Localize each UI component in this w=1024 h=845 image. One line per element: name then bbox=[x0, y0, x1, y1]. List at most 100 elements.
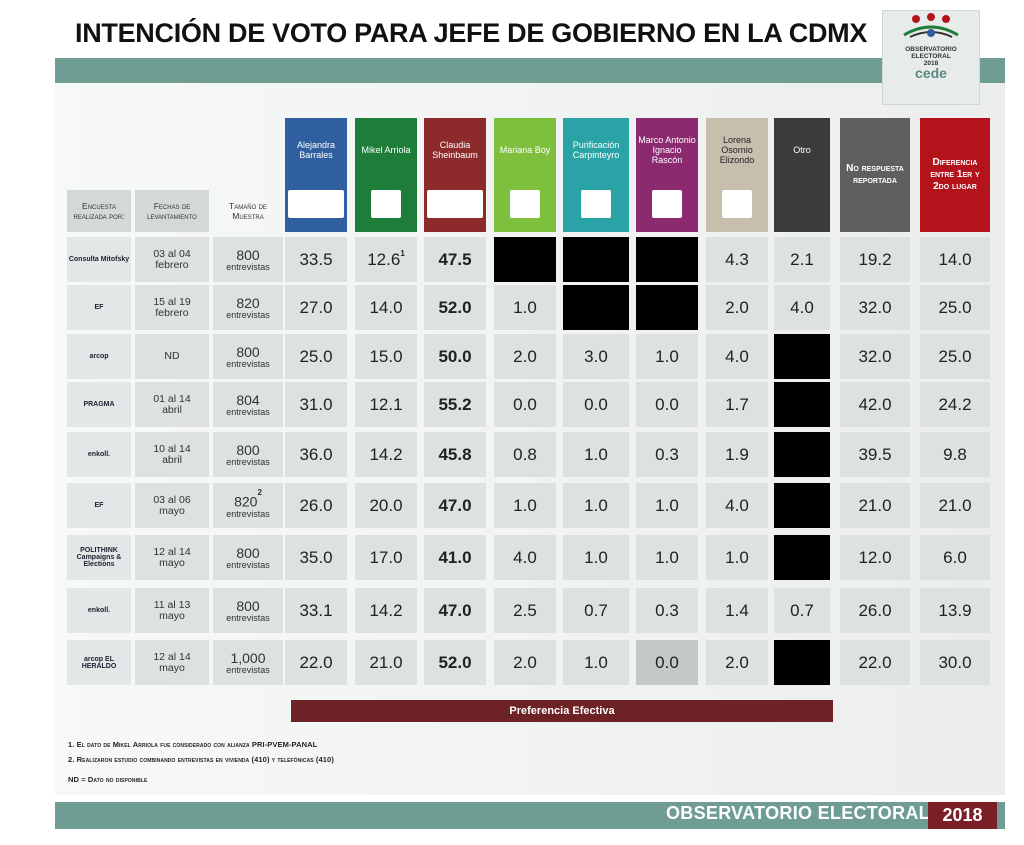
header-fechas: Fechas de levantamiento bbox=[135, 190, 209, 232]
tamano-cell: 1,000 entrevistas bbox=[213, 640, 283, 685]
footnote-marker: 1 bbox=[400, 249, 405, 258]
value-cell: 1.0 bbox=[706, 535, 768, 580]
tamano-value: 800 bbox=[236, 343, 260, 360]
value-text: 25.0 bbox=[938, 346, 972, 366]
value-text: 12.1 bbox=[369, 394, 403, 414]
value-text: 47.5 bbox=[438, 249, 472, 269]
logo-brand: cede bbox=[915, 65, 947, 81]
value-cell: 14.0 bbox=[920, 237, 990, 282]
note-1: 1. El dato de Mikel Arriola fue consider… bbox=[68, 740, 318, 749]
logo-line1: OBSERVATORIO bbox=[905, 46, 957, 53]
no-data-cell bbox=[563, 237, 629, 282]
value-cell: 1.0 bbox=[636, 535, 698, 580]
value-text: 4.0 bbox=[725, 346, 749, 366]
value-cell: 21.0 bbox=[355, 640, 417, 685]
value-cell: 50.0 bbox=[424, 334, 486, 379]
value-text: 52.0 bbox=[438, 652, 472, 672]
observatorio-emblem-icon bbox=[903, 13, 959, 38]
value-text: 33.1 bbox=[299, 600, 333, 620]
party-logo-icon bbox=[581, 190, 611, 218]
value-cell: 35.0 bbox=[285, 535, 347, 580]
preferencia-efectiva-bar: Preferencia Efectiva bbox=[291, 700, 833, 722]
candidate-name: Otro bbox=[793, 145, 811, 155]
tamano-cell: 800 entrevistas bbox=[213, 237, 283, 282]
value-text: 0.8 bbox=[513, 444, 537, 464]
fecha-cell: 01 al 14 abril bbox=[135, 382, 209, 427]
value-text: 25.0 bbox=[299, 346, 333, 366]
value-text: 14.0 bbox=[938, 249, 972, 269]
value-cell: 20.0 bbox=[355, 483, 417, 528]
extra-header-label: Diferencia entre 1er y 2do lugar bbox=[930, 157, 980, 192]
tamano-value: 820 bbox=[234, 493, 258, 510]
no-data-cell bbox=[636, 237, 698, 282]
fecha-cell: 12 al 14 mayo bbox=[135, 640, 209, 685]
candidate-header: Lorena Osornio Elizondo bbox=[706, 118, 768, 232]
candidate-name: Claudia Sheinbaum bbox=[432, 140, 478, 160]
party-logo-icon bbox=[371, 190, 401, 218]
value-cell: 2.5 bbox=[494, 588, 556, 633]
header-encuesta: Encuesta realizada por: bbox=[67, 190, 131, 232]
pollster-logo: enkoll. bbox=[67, 432, 131, 477]
value-cell: 1.0 bbox=[563, 483, 629, 528]
value-text: 21.0 bbox=[369, 652, 403, 672]
value-cell: 1.7 bbox=[706, 382, 768, 427]
value-cell: 47.0 bbox=[424, 588, 486, 633]
tamano-value: 820 bbox=[236, 294, 260, 311]
value-cell: 25.0 bbox=[920, 334, 990, 379]
tamano-value: 1,000 bbox=[230, 649, 266, 666]
fecha-cell: 10 al 14 abril bbox=[135, 432, 209, 477]
value-cell: 14.2 bbox=[355, 588, 417, 633]
value-cell: 15.0 bbox=[355, 334, 417, 379]
tamano-value: 800 bbox=[236, 246, 260, 263]
footer-bar bbox=[55, 802, 1005, 829]
fecha-cell: 03 al 04 febrero bbox=[135, 237, 209, 282]
tamano-value: 800 bbox=[236, 544, 260, 561]
value-text: 27.0 bbox=[299, 297, 333, 317]
party-logo-icon bbox=[722, 190, 752, 218]
value-text: 22.0 bbox=[858, 652, 892, 672]
value-text: 3.0 bbox=[584, 346, 608, 366]
value-text: 0.7 bbox=[790, 600, 814, 620]
note-2: 2. Realizaron estudio combinando entrevi… bbox=[68, 755, 334, 764]
tamano-unit: entrevistas bbox=[226, 508, 270, 519]
footer-year: 2018 bbox=[928, 802, 997, 829]
tamano-value: 800 bbox=[236, 441, 260, 458]
value-cell: 4.0 bbox=[706, 334, 768, 379]
candidate-header: Marco Antonio Ignacio Rascón bbox=[636, 118, 698, 232]
tamano-unit: entrevistas bbox=[226, 309, 270, 320]
value-cell: 25.0 bbox=[920, 285, 990, 330]
party-logo-icon bbox=[510, 190, 540, 218]
value-text: 6.0 bbox=[943, 547, 967, 567]
value-cell: 12.6 1 bbox=[355, 237, 417, 282]
value-cell: 2.1 bbox=[774, 237, 830, 282]
value-text: 1.0 bbox=[513, 495, 537, 515]
value-text: 1.0 bbox=[655, 547, 679, 567]
logo-line2: ELECTORAL bbox=[911, 53, 951, 60]
tamano-unit: entrevistas bbox=[226, 612, 270, 623]
value-cell: 1.0 bbox=[494, 483, 556, 528]
value-cell: 52.0 bbox=[424, 285, 486, 330]
value-text: 36.0 bbox=[299, 444, 333, 464]
tamano-unit: entrevistas bbox=[226, 261, 270, 272]
value-cell: 31.0 bbox=[285, 382, 347, 427]
value-cell: 47.0 bbox=[424, 483, 486, 528]
value-text: 20.0 bbox=[369, 495, 403, 515]
page-title: INTENCIÓN DE VOTO PARA JEFE DE GOBIERNO … bbox=[75, 18, 868, 48]
value-cell: 55.2 bbox=[424, 382, 486, 427]
tamano-cell: 800 entrevistas bbox=[213, 588, 283, 633]
candidate-name: Lorena Osornio Elizondo bbox=[719, 135, 755, 165]
value-text: 32.0 bbox=[858, 297, 892, 317]
candidate-header: Mariana Boy bbox=[494, 118, 556, 232]
tamano-value: 800 bbox=[236, 597, 260, 614]
value-cell: 52.0 bbox=[424, 640, 486, 685]
value-cell: 14.0 bbox=[355, 285, 417, 330]
value-cell: 0.7 bbox=[563, 588, 629, 633]
value-cell: 17.0 bbox=[355, 535, 417, 580]
candidate-name: Mariana Boy bbox=[499, 145, 551, 155]
value-cell: 0.0 bbox=[563, 382, 629, 427]
value-text: 41.0 bbox=[438, 547, 472, 567]
value-cell: 0.0 bbox=[494, 382, 556, 427]
value-text: 1.9 bbox=[725, 444, 749, 464]
value-cell: 32.0 bbox=[840, 334, 910, 379]
pollster-logo: enkoll. bbox=[67, 588, 131, 633]
